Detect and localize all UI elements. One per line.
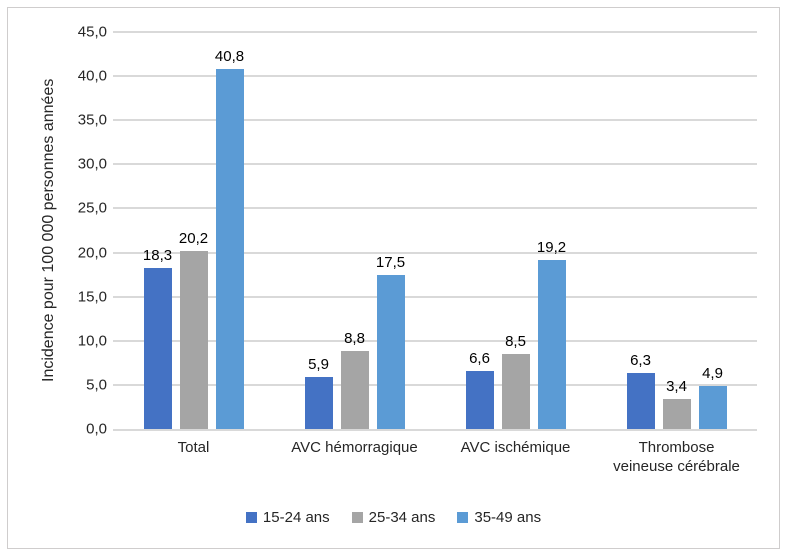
y-tick-label: 15,0 <box>77 288 107 306</box>
data-label: 4,9 <box>702 364 723 382</box>
gridline <box>113 383 757 386</box>
y-tick-label: 10,0 <box>77 332 107 350</box>
legend-swatch <box>351 511 363 523</box>
bar: 8,8 <box>340 330 369 429</box>
legend-label: 15-24 ans <box>262 508 330 526</box>
bar: 18,3 <box>143 247 172 429</box>
data-label: 6,3 <box>630 352 651 370</box>
legend-label: 35-49 ans <box>474 508 542 526</box>
bar: 20,2 <box>179 230 208 429</box>
bar-group: 6,3 3,4 4,9 <box>596 32 757 429</box>
gridline <box>113 251 757 254</box>
data-label: 8,5 <box>505 333 526 351</box>
legend-swatch <box>457 511 469 523</box>
category-label: AVC hémorragique <box>291 439 418 456</box>
legend-item: 15-24 ans <box>245 508 330 526</box>
data-label: 17,5 <box>375 253 406 271</box>
y-tick-label: 0,0 <box>86 420 107 438</box>
gridline <box>113 75 757 78</box>
legend-swatch <box>245 511 257 523</box>
y-axis-tick-labels: 0,0 5,0 10,0 15,0 20,0 25,0 30,0 35,0 40,0 45,0 <box>0 25 107 437</box>
category-label: AVC ischémique <box>460 439 571 456</box>
data-label: 18,3 <box>142 246 173 264</box>
bar: 3,4 <box>662 378 691 429</box>
gridline <box>113 163 757 166</box>
bar-group: 5,9 8,8 17,5 <box>274 32 435 429</box>
data-label: 40,8 <box>214 48 245 66</box>
legend-label: 25-34 ans <box>368 508 436 526</box>
bar: 4,9 <box>698 365 727 429</box>
y-tick-label: 45,0 <box>77 23 107 41</box>
y-tick-label: 5,0 <box>86 376 107 394</box>
legend-item: 35-49 ans <box>457 510 541 525</box>
bar-group: 18,3 20,2 40,8 <box>113 32 274 429</box>
bar: 8,5 <box>501 333 530 429</box>
bar: 6,6 <box>465 350 494 429</box>
data-label: 20,2 <box>178 229 209 247</box>
category-label: Total <box>177 439 210 456</box>
gridline <box>113 31 757 33</box>
gridline <box>113 339 757 342</box>
legend: 15-24 ans 25-34 ans 35-49 ans <box>8 506 779 528</box>
data-label: 3,4 <box>666 378 687 396</box>
legend-item: 25-34 ans <box>351 508 436 526</box>
bar: 17,5 <box>376 254 405 429</box>
category-label: Thrombose veineuse cérébrale <box>613 439 740 475</box>
data-label: 5,9 <box>308 355 329 373</box>
bar: 40,8 <box>215 48 244 429</box>
bar-group: 6,6 8,5 19,2 <box>435 32 596 429</box>
bar: 19,2 <box>537 239 566 429</box>
y-tick-label: 25,0 <box>77 199 107 217</box>
x-axis-category-labels: Total AVC hémorragique AVC ischémique Throm… <box>113 438 757 482</box>
bar: 5,9 <box>304 356 333 429</box>
data-label: 6,6 <box>469 349 490 367</box>
data-label: 19,2 <box>536 238 567 256</box>
plot-area: 18,3 20,2 40,8 5,9 8,8 17,5 6,6 8,5 19,2 6,3 3,4 4,… <box>113 31 757 431</box>
gridline <box>113 119 757 122</box>
y-tick-label: 20,0 <box>77 244 107 262</box>
data-label: 8,8 <box>344 330 365 348</box>
gridline <box>113 207 757 210</box>
y-tick-label: 35,0 <box>77 111 107 129</box>
y-tick-label: 40,0 <box>77 67 107 85</box>
bar: 6,3 <box>626 352 655 429</box>
gridline <box>113 295 757 298</box>
y-tick-label: 30,0 <box>77 155 107 173</box>
